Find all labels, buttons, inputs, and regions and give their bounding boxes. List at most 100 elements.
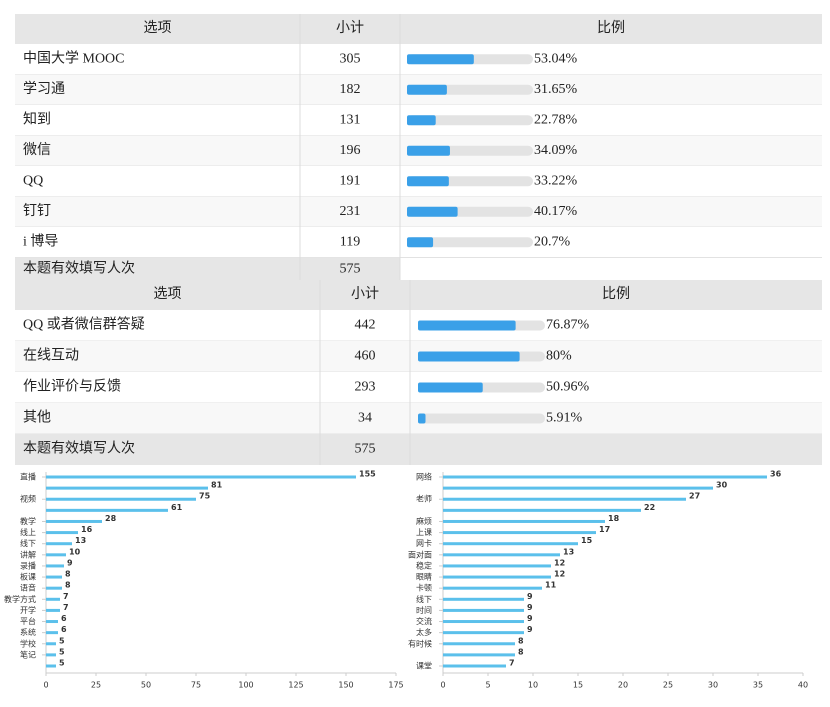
y-tick-label: 线下 [20, 538, 36, 548]
x-tick-label: 125 [288, 681, 303, 690]
option: 钉钉 [23, 203, 51, 219]
option: 中国大学 MOOC [23, 50, 125, 66]
count: 293 [355, 380, 376, 395]
ratio-label: 33.22% [534, 173, 578, 188]
value-label: 17 [599, 525, 610, 534]
y-tick-label: 系统 [20, 627, 36, 637]
x-tick-label: 100 [238, 681, 253, 690]
count: 460 [355, 349, 376, 364]
value-label: 8 [518, 636, 524, 645]
y-tick-label: 线下 [416, 594, 432, 604]
y-tick-label: 上课 [416, 528, 432, 537]
value-label: 10 [69, 547, 81, 556]
value-label: 5 [59, 636, 65, 645]
x-tick-label: 150 [338, 681, 353, 690]
bar [443, 642, 515, 646]
bar [407, 54, 474, 65]
bar-track [418, 413, 545, 424]
value-label: 8 [518, 647, 524, 656]
value-label: 9 [527, 614, 533, 623]
value-label: 81 [211, 481, 223, 490]
count: 442 [355, 318, 376, 333]
ratio-label: 80% [546, 349, 572, 364]
y-tick-label: 平台 [20, 616, 36, 626]
header-cell: 比例 [597, 20, 625, 36]
y-tick-label: 开学 [20, 605, 36, 615]
x-tick-label: 75 [191, 681, 201, 690]
value-label: 9 [527, 603, 533, 612]
x-tick-label: 35 [753, 681, 763, 690]
bar [46, 631, 58, 635]
count: 131 [340, 112, 361, 127]
ratio-label: 76.87% [546, 318, 590, 333]
y-tick-label: 板课 [20, 572, 36, 582]
x-tick-label: 40 [798, 681, 808, 690]
y-tick-label: 网络 [416, 472, 432, 482]
bar-track [407, 115, 533, 126]
bar [46, 642, 56, 646]
y-tick-label: 时间 [416, 605, 432, 615]
bar [443, 631, 524, 635]
value-label: 18 [608, 514, 620, 523]
value-label: 5 [59, 659, 65, 668]
bar [407, 145, 450, 156]
bar [46, 497, 196, 501]
value-label: 5 [59, 647, 65, 656]
header-cell: 选项 [154, 286, 182, 302]
value-label: 9 [527, 592, 533, 601]
bar [46, 597, 60, 601]
y-tick-label: 老师 [416, 494, 432, 504]
bar [443, 519, 605, 523]
option: QQ [23, 173, 43, 188]
header-bg [15, 14, 822, 44]
value-label: 8 [65, 581, 71, 590]
bar [407, 237, 434, 248]
value-label: 15 [581, 536, 593, 545]
header-bg [15, 280, 822, 310]
option: 知到 [23, 110, 51, 127]
bar [46, 664, 56, 668]
count: 231 [340, 204, 361, 219]
total-bg [15, 257, 400, 280]
total-bg [15, 434, 822, 465]
bar [443, 531, 596, 535]
count: 119 [340, 234, 360, 249]
y-tick-label: 太多 [416, 627, 432, 637]
option: QQ 或者微信群答疑 [23, 316, 145, 333]
bar [46, 608, 60, 612]
y-tick-label: 交流 [416, 616, 432, 626]
value-label: 13 [75, 536, 86, 545]
y-tick-label: 语音 [20, 583, 36, 593]
x-tick-label: 5 [485, 681, 490, 690]
bar [46, 653, 56, 657]
x-tick-label: 25 [663, 681, 673, 690]
x-tick-label: 25 [91, 681, 101, 690]
value-label: 6 [61, 614, 67, 623]
ratio-label: 40.17% [534, 204, 578, 219]
value-label: 61 [171, 503, 183, 512]
total-count: 575 [340, 262, 361, 277]
option: 其他 [23, 410, 51, 426]
bar [46, 553, 66, 557]
y-tick-label: 有时候 [408, 638, 432, 648]
bar [46, 564, 64, 568]
bar [443, 620, 524, 624]
bar [46, 586, 62, 590]
value-label: 11 [545, 581, 557, 590]
bar-track [407, 237, 533, 248]
count: 305 [340, 51, 361, 66]
bar [46, 542, 72, 546]
ratio-label: 31.65% [534, 82, 578, 97]
option: 微信 [23, 142, 51, 158]
ratio-label: 5.91% [546, 411, 583, 426]
count: 196 [340, 143, 361, 158]
bar [443, 597, 524, 601]
y-tick-label: 视频 [20, 494, 36, 504]
value-label: 75 [199, 492, 211, 501]
y-tick-label: 网卡 [416, 538, 432, 548]
y-tick-label: 教学方式 [4, 594, 36, 604]
x-tick-label: 50 [141, 681, 151, 690]
